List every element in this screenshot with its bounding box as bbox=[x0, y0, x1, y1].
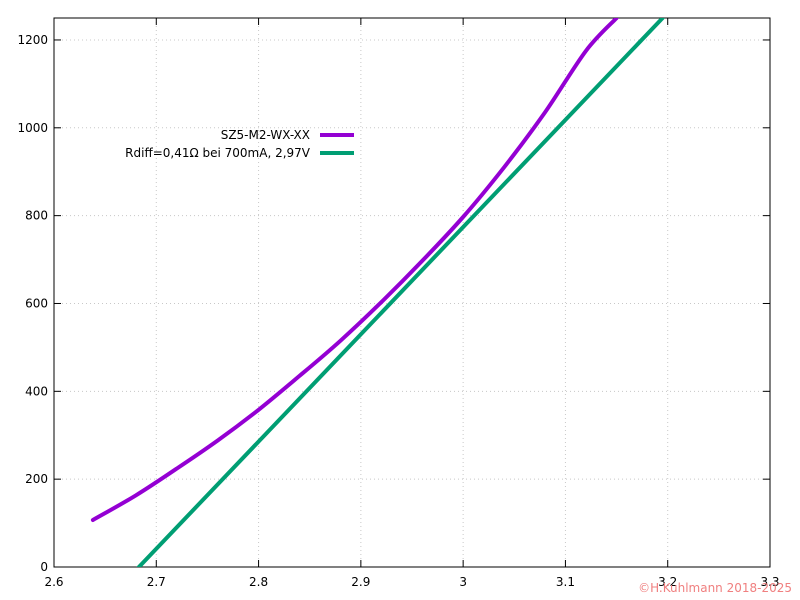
y-tick-label: 400 bbox=[25, 384, 48, 398]
x-tick-label: 3 bbox=[459, 575, 467, 589]
x-tick-label: 3.2 bbox=[658, 575, 677, 589]
legend-label: SZ5-M2-WX-XX bbox=[221, 128, 310, 142]
series-line-1 bbox=[90, 18, 619, 522]
x-tick-label: 2.6 bbox=[44, 575, 63, 589]
x-tick-label: 3.1 bbox=[556, 575, 575, 589]
y-tick-label: 1200 bbox=[17, 33, 48, 47]
y-tick-label: 1000 bbox=[17, 121, 48, 135]
legend: SZ5-M2-WX-XX Rdiff=0,41Ω bei 700mA, 2,97V bbox=[125, 128, 354, 160]
grid bbox=[54, 18, 770, 567]
y-tick-label: 0 bbox=[40, 560, 48, 574]
series-line-2 bbox=[136, 18, 665, 567]
y-tick-label: 800 bbox=[25, 209, 48, 223]
x-tick-label: 2.7 bbox=[147, 575, 166, 589]
x-tick-label: 2.8 bbox=[249, 575, 268, 589]
y-tick-label: 200 bbox=[25, 472, 48, 486]
axis-ticks: 2.6 2.7 2.8 2.9 3 3.1 3.2 3.3 0 200 400 600 800 1000 1… bbox=[17, 18, 780, 589]
legend-label: Rdiff=0,41Ω bei 700mA, 2,97V bbox=[125, 146, 311, 160]
x-tick-label: 2.9 bbox=[351, 575, 370, 589]
y-tick-label: 600 bbox=[25, 296, 48, 310]
x-tick-label: 3.3 bbox=[760, 575, 779, 589]
plot-frame bbox=[53, 17, 771, 568]
series-layer bbox=[90, 18, 665, 567]
copyright-text: ©H.Kuhlmann 2018-2025 bbox=[638, 581, 792, 595]
